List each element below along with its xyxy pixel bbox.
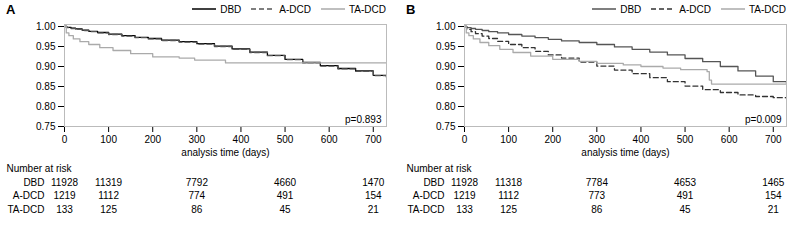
svg-text:4653: 4653 — [674, 177, 697, 188]
svg-text:11928: 11928 — [451, 177, 479, 188]
svg-text:86: 86 — [591, 204, 603, 215]
svg-text:7784: 7784 — [586, 177, 609, 188]
svg-text:DBD: DBD — [23, 177, 44, 188]
html-text:DBD: DBD — [220, 3, 242, 15]
svg-text:11319: 11319 — [95, 177, 123, 188]
svg-text:300: 300 — [588, 134, 605, 145]
svg-text:0: 0 — [62, 134, 68, 145]
svg-text:0.75: 0.75 — [36, 121, 56, 132]
svg-text:1.00: 1.00 — [436, 21, 456, 32]
svg-text:700: 700 — [765, 134, 782, 145]
svg-text:0.80: 0.80 — [36, 101, 56, 112]
svg-text:45: 45 — [279, 204, 291, 215]
html-text:TA-DCD: TA-DCD — [349, 3, 386, 15]
html-text:A-DCD: A-DCD — [279, 3, 311, 15]
svg-text:DBD: DBD — [423, 177, 444, 188]
svg-text:400: 400 — [633, 134, 650, 145]
svg-text:0: 0 — [462, 134, 468, 145]
svg-text:Number at risk: Number at risk — [7, 163, 73, 174]
svg-text:1219: 1219 — [453, 190, 476, 201]
svg-text:7792: 7792 — [186, 177, 209, 188]
svg-text:1.00: 1.00 — [36, 21, 56, 32]
svg-text:0.80: 0.80 — [436, 101, 456, 112]
svg-text:1470: 1470 — [362, 177, 385, 188]
svg-text:133: 133 — [456, 204, 473, 215]
svg-text:500: 500 — [677, 134, 694, 145]
svg-text:500: 500 — [277, 134, 294, 145]
svg-text:1112: 1112 — [498, 190, 519, 201]
svg-text:200: 200 — [544, 134, 561, 145]
svg-text:0.95: 0.95 — [36, 41, 56, 52]
svg-text:133: 133 — [56, 204, 73, 215]
svg-text:154: 154 — [765, 190, 782, 201]
svg-text:analysis time (days): analysis time (days) — [181, 147, 269, 158]
svg-text:86: 86 — [191, 204, 203, 215]
svg-text:p=0.009: p=0.009 — [745, 114, 782, 125]
svg-text:774: 774 — [188, 190, 205, 201]
svg-text:491: 491 — [677, 190, 694, 201]
html-text:A: A — [6, 1, 16, 17]
svg-text:0.85: 0.85 — [36, 81, 56, 92]
svg-text:A-DCD: A-DCD — [13, 190, 45, 201]
svg-text:4660: 4660 — [274, 177, 297, 188]
svg-text:125: 125 — [100, 204, 117, 215]
svg-text:491: 491 — [277, 190, 294, 201]
html-text:TA-DCD: TA-DCD — [749, 3, 786, 15]
svg-text:700: 700 — [365, 134, 382, 145]
svg-text:p=0.893: p=0.893 — [345, 114, 382, 125]
svg-text:1112: 1112 — [98, 190, 119, 201]
svg-text:TA-DCD: TA-DCD — [7, 204, 44, 215]
svg-text:TA-DCD: TA-DCD — [407, 204, 444, 215]
html-text:DBD: DBD — [620, 3, 642, 15]
svg-text:300: 300 — [188, 134, 205, 145]
svg-text:21: 21 — [768, 204, 780, 215]
svg-text:125: 125 — [500, 204, 517, 215]
svg-text:400: 400 — [233, 134, 250, 145]
svg-text:0.90: 0.90 — [36, 61, 56, 72]
html-text:B: B — [406, 1, 416, 17]
svg-text:154: 154 — [365, 190, 382, 201]
svg-text:600: 600 — [321, 134, 338, 145]
svg-text:200: 200 — [144, 134, 161, 145]
svg-text:A-DCD: A-DCD — [413, 190, 445, 201]
svg-text:773: 773 — [588, 190, 605, 201]
svg-text:100: 100 — [500, 134, 517, 145]
svg-text:0.85: 0.85 — [436, 81, 456, 92]
svg-text:0.95: 0.95 — [436, 41, 456, 52]
svg-text:Number at risk: Number at risk — [407, 163, 473, 174]
svg-text:45: 45 — [679, 204, 691, 215]
svg-text:11928: 11928 — [51, 177, 79, 188]
svg-text:600: 600 — [721, 134, 738, 145]
svg-text:0.90: 0.90 — [436, 61, 456, 72]
svg-text:1465: 1465 — [762, 177, 785, 188]
svg-text:1219: 1219 — [53, 190, 76, 201]
svg-text:0.75: 0.75 — [436, 121, 456, 132]
svg-text:11318: 11318 — [495, 177, 523, 188]
svg-text:100: 100 — [100, 134, 117, 145]
html-text:A-DCD: A-DCD — [679, 3, 711, 15]
svg-text:21: 21 — [368, 204, 380, 215]
svg-text:analysis time (days): analysis time (days) — [581, 147, 669, 158]
